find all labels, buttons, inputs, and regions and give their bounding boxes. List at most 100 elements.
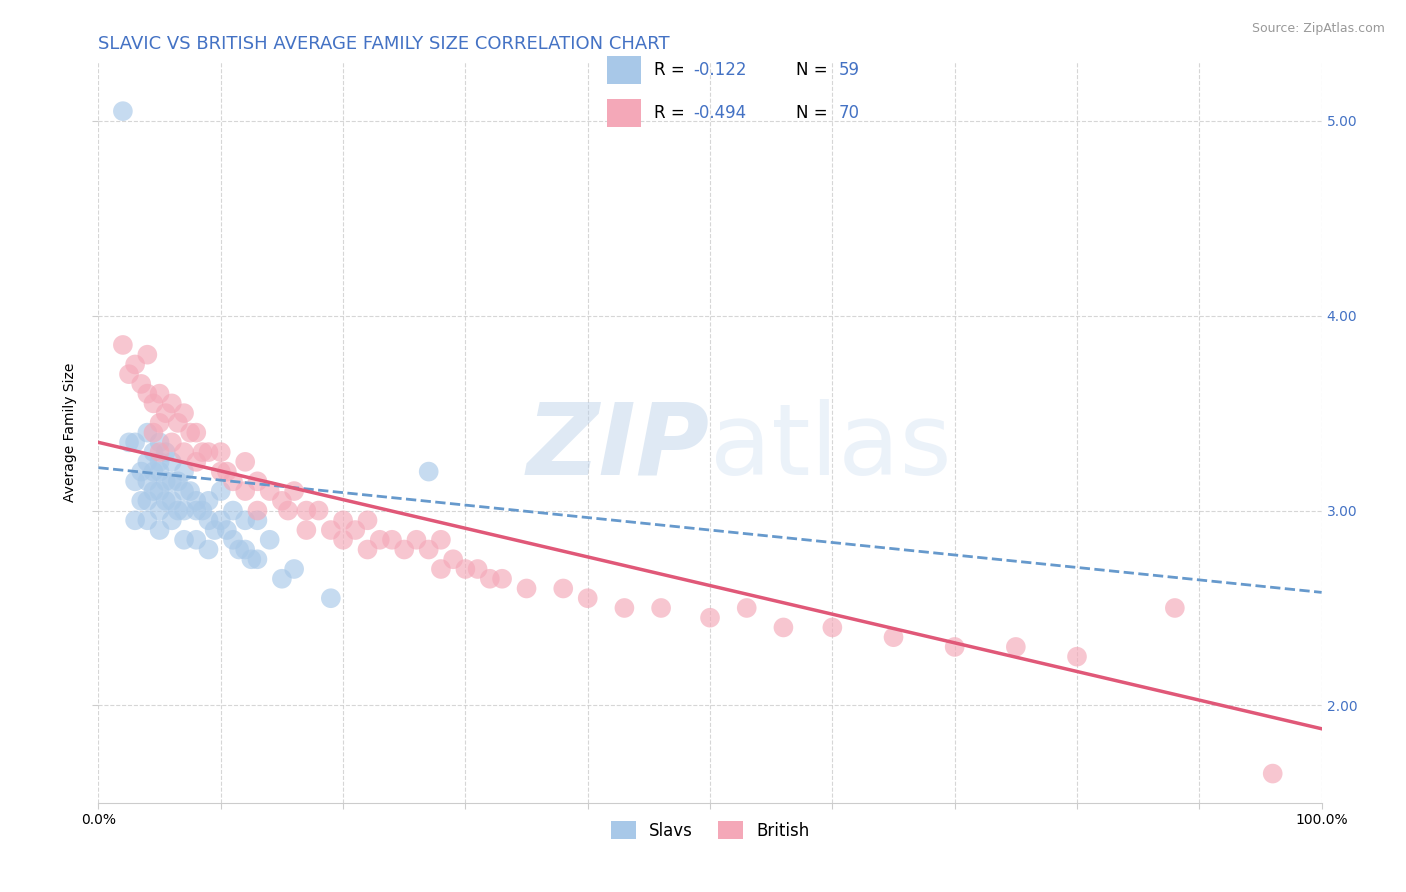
Bar: [607, 99, 641, 127]
Point: [136, 475, 159, 489]
Point: [228, 542, 250, 557]
Point: [356, 513, 378, 527]
Point: [222, 475, 245, 489]
Point: [735, 601, 758, 615]
Text: N =: N =: [796, 104, 832, 122]
Point: [124, 475, 146, 489]
Point: [136, 455, 159, 469]
Point: [129, 465, 152, 479]
Point: [142, 484, 165, 499]
Point: [167, 503, 190, 517]
Point: [136, 493, 159, 508]
Point: [215, 523, 238, 537]
Point: [118, 435, 141, 450]
Text: -0.494: -0.494: [693, 104, 747, 122]
Point: [129, 376, 152, 391]
Text: R =: R =: [654, 104, 690, 122]
Point: [160, 396, 183, 410]
Point: [197, 445, 219, 459]
Point: [124, 513, 146, 527]
Point: [1164, 601, 1187, 615]
Point: [332, 513, 354, 527]
Point: [650, 601, 672, 615]
Point: [173, 445, 195, 459]
Point: [613, 601, 636, 615]
Point: [295, 503, 318, 517]
Point: [155, 493, 177, 508]
Point: [392, 542, 416, 557]
Point: [1261, 766, 1284, 780]
Point: [142, 445, 165, 459]
Point: [179, 425, 201, 440]
Point: [246, 513, 269, 527]
Point: [233, 455, 256, 469]
Point: [197, 513, 219, 527]
Point: [233, 513, 256, 527]
Point: [160, 435, 183, 450]
Point: [136, 513, 159, 527]
Point: [136, 425, 159, 440]
Legend: Slavs, British: Slavs, British: [605, 814, 815, 847]
Point: [943, 640, 966, 654]
Point: [149, 484, 172, 499]
Point: [270, 493, 294, 508]
Point: [142, 396, 165, 410]
Point: [111, 338, 134, 352]
Point: [209, 465, 232, 479]
Point: [136, 348, 159, 362]
Point: [240, 552, 263, 566]
Point: [149, 445, 172, 459]
Point: [467, 562, 489, 576]
Point: [454, 562, 477, 576]
Point: [186, 425, 208, 440]
Point: [246, 552, 269, 566]
Point: [155, 406, 177, 420]
Point: [418, 542, 440, 557]
Point: [478, 572, 501, 586]
Point: [332, 533, 354, 547]
Bar: [607, 56, 641, 84]
Point: [204, 523, 226, 537]
Point: [160, 475, 183, 489]
Point: [149, 386, 172, 401]
Point: [441, 552, 464, 566]
Point: [1004, 640, 1026, 654]
Text: SLAVIC VS BRITISH AVERAGE FAMILY SIZE CORRELATION CHART: SLAVIC VS BRITISH AVERAGE FAMILY SIZE CO…: [98, 35, 671, 53]
Point: [222, 533, 245, 547]
Text: ZIP: ZIP: [527, 399, 710, 496]
Point: [155, 445, 177, 459]
Point: [344, 523, 367, 537]
Point: [772, 620, 794, 634]
Point: [136, 386, 159, 401]
Point: [186, 493, 208, 508]
Point: [246, 475, 269, 489]
Point: [155, 475, 177, 489]
Point: [191, 445, 214, 459]
Point: [576, 591, 599, 606]
Point: [821, 620, 844, 634]
Point: [173, 465, 195, 479]
Point: [246, 503, 269, 517]
Point: [167, 475, 190, 489]
Point: [149, 503, 172, 517]
Point: [222, 503, 245, 517]
Point: [149, 523, 172, 537]
Point: [173, 406, 195, 420]
Point: [405, 533, 427, 547]
Point: [515, 582, 537, 596]
Point: [160, 455, 183, 469]
Point: [149, 416, 172, 430]
Point: [173, 533, 195, 547]
Point: [277, 503, 299, 517]
Text: 70: 70: [839, 104, 859, 122]
Point: [308, 503, 330, 517]
Point: [186, 455, 208, 469]
Point: [197, 493, 219, 508]
Point: [418, 465, 440, 479]
Point: [186, 533, 208, 547]
Point: [215, 465, 238, 479]
Point: [430, 562, 453, 576]
Point: [160, 493, 183, 508]
Point: [699, 610, 721, 624]
Point: [295, 523, 318, 537]
